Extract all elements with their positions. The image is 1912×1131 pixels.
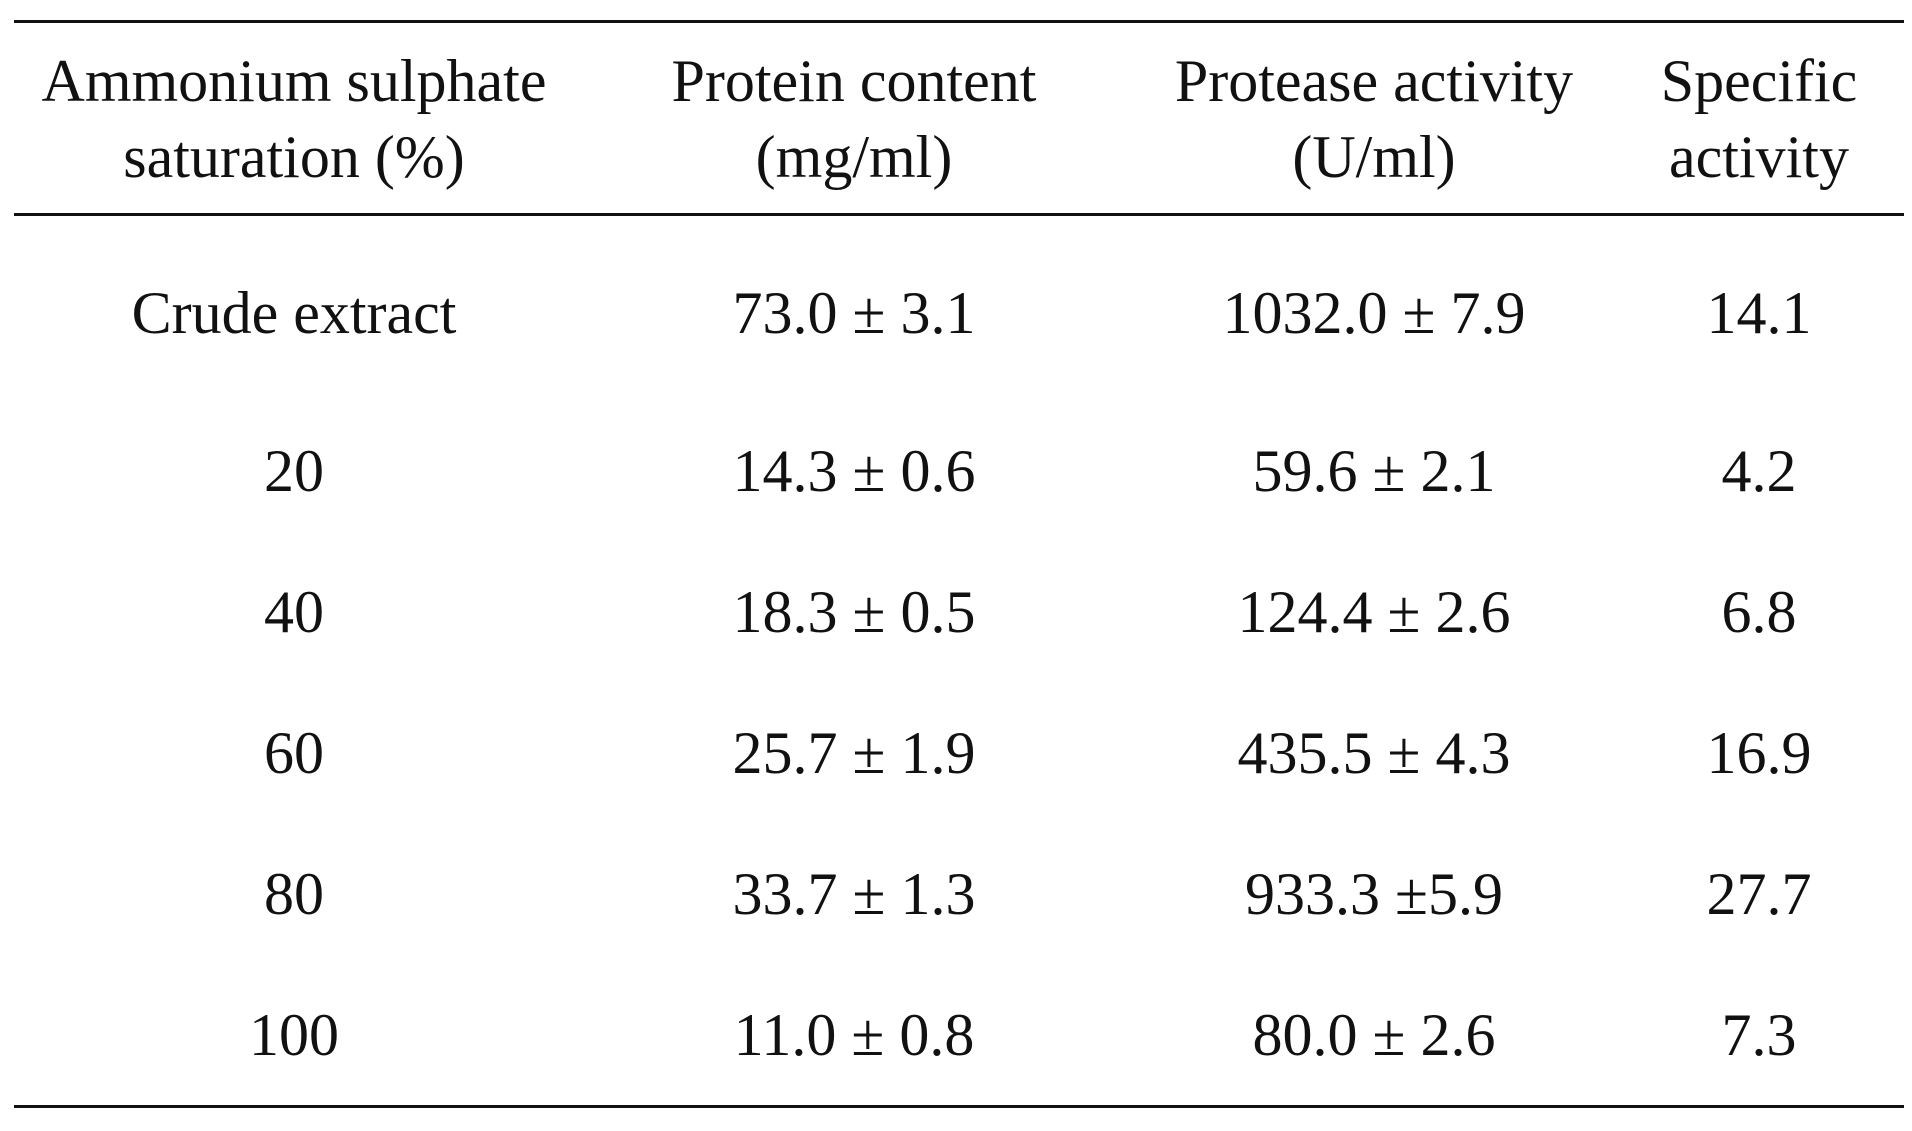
cell-saturation: 80 xyxy=(264,860,324,927)
header-line: saturation (%) xyxy=(123,124,465,190)
cell-specific-activity: 7.3 xyxy=(1721,1001,1797,1068)
cell-protease-activity: 124.4 ± 2.6 xyxy=(1237,578,1511,645)
cell-specific-activity: 16.9 xyxy=(1706,719,1812,786)
cell-protease-activity: 80.0 ± 2.6 xyxy=(1252,1001,1496,1068)
table-header: Ammonium sulphate saturation (%) Protein… xyxy=(14,21,1904,215)
cell-protease-activity: 1032.0 ± 7.9 xyxy=(1222,280,1526,346)
ammonium-sulphate-fractionation-table: Ammonium sulphate saturation (%) Protein… xyxy=(14,20,1904,1108)
cell-protein-content: 25.7 ± 1.9 xyxy=(732,719,976,786)
header-line: (U/ml) xyxy=(1292,124,1456,190)
cell-saturation: Crude extract xyxy=(131,280,457,346)
table-row: 60 25.7 ± 1.9 435.5 ± 4.3 16.9 xyxy=(14,683,1904,823)
cell-saturation: 40 xyxy=(264,578,324,645)
cell-protease-activity: 435.5 ± 4.3 xyxy=(1237,719,1511,786)
header-protein-content: Protein content (mg/ml) xyxy=(574,22,1134,215)
cell-specific-activity: 4.2 xyxy=(1721,437,1797,504)
cell-protease-activity: 933.3 ±5.9 xyxy=(1245,860,1503,927)
header-line: (mg/ml) xyxy=(755,124,953,190)
table-row: 40 18.3 ± 0.5 124.4 ± 2.6 6.8 xyxy=(14,541,1904,683)
table-row: 20 14.3 ± 0.6 59.6 ± 2.1 4.2 xyxy=(14,401,1904,541)
header-ammonium-sulphate-saturation: Ammonium sulphate saturation (%) xyxy=(14,22,574,215)
cell-protease-activity: 59.6 ± 2.1 xyxy=(1252,437,1496,504)
cell-protein-content: 11.0 ± 0.8 xyxy=(733,1001,975,1068)
header-protease-activity: Protease activity (U/ml) xyxy=(1134,22,1614,215)
header-row: Ammonium sulphate saturation (%) Protein… xyxy=(14,21,1904,215)
table-body: Crude extract 73.0 ± 3.1 1032.0 ± 7.9 14… xyxy=(14,215,1904,1107)
cell-saturation: 100 xyxy=(249,1001,339,1068)
header-line: activity xyxy=(1669,124,1849,190)
cell-protein-content: 18.3 ± 0.5 xyxy=(732,578,976,645)
cell-specific-activity: 6.8 xyxy=(1721,578,1797,645)
cell-saturation: 20 xyxy=(264,437,324,504)
cell-saturation: 60 xyxy=(264,719,324,786)
header-line: Ammonium sulphate xyxy=(41,48,547,114)
table-row: 80 33.7 ± 1.3 933.3 ±5.9 27.7 xyxy=(14,823,1904,965)
header-line: Protease activity xyxy=(1174,48,1574,114)
data-table-container: Ammonium sulphate saturation (%) Protein… xyxy=(14,20,1904,1108)
header-line: Protein content xyxy=(671,48,1037,114)
header-line: Specific xyxy=(1660,48,1858,114)
cell-protein-content: 33.7 ± 1.3 xyxy=(732,860,976,927)
cell-specific-activity: 27.7 xyxy=(1706,860,1812,927)
cell-specific-activity: 14.1 xyxy=(1706,280,1812,346)
table-row: 100 11.0 ± 0.8 80.0 ± 2.6 7.3 xyxy=(14,965,1904,1107)
table-row: Crude extract 73.0 ± 3.1 1032.0 ± 7.9 14… xyxy=(14,215,1904,402)
cell-protein-content: 14.3 ± 0.6 xyxy=(732,437,976,504)
header-specific-activity: Specific activity xyxy=(1614,22,1904,215)
cell-protein-content: 73.0 ± 3.1 xyxy=(732,280,976,346)
